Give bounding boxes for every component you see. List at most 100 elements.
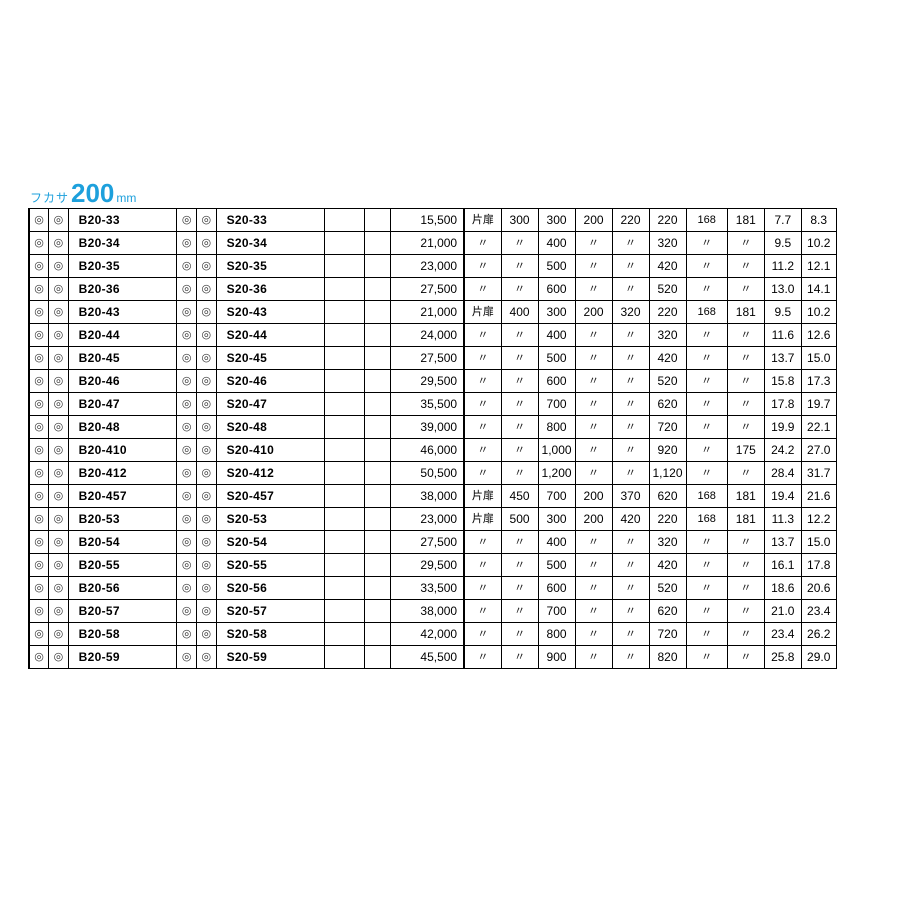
dim-cell: 720 (649, 416, 686, 439)
dim-cell: 〃 (501, 600, 538, 623)
dim-cell: 1,200 (538, 462, 575, 485)
model-s: S20-33 (216, 209, 325, 232)
ring-icon: ◎ (197, 485, 217, 508)
door-cell: 〃 (464, 600, 501, 623)
ring-icon: ◎ (29, 255, 49, 278)
ring-icon: ◎ (197, 255, 217, 278)
dim-cell: 〃 (727, 462, 764, 485)
dim-cell: 〃 (501, 554, 538, 577)
door-cell: 〃 (464, 393, 501, 416)
dim-cell: 〃 (501, 439, 538, 462)
dim-cell: 200 (575, 209, 612, 232)
dim-cell: 〃 (575, 623, 612, 646)
dim-cell: 300 (538, 508, 575, 531)
ring-icon: ◎ (49, 600, 69, 623)
price-cell: 45,500 (390, 646, 464, 669)
dim-cell: 〃 (575, 646, 612, 669)
caption-label: フカサ (30, 189, 69, 206)
dim-cell: 520 (649, 278, 686, 301)
ring-icon: ◎ (49, 347, 69, 370)
blank-cell (364, 324, 390, 347)
model-s: S20-57 (216, 600, 325, 623)
ring-icon: ◎ (177, 209, 197, 232)
ring-icon: ◎ (49, 439, 69, 462)
ring-icon: ◎ (49, 278, 69, 301)
ring-icon: ◎ (29, 508, 49, 531)
dim-cell: 〃 (727, 347, 764, 370)
table-row: ◎◎B20-44◎◎S20-4424,000〃〃400〃〃320〃〃11.612… (29, 324, 871, 347)
weight-cell: 15.0 (801, 347, 836, 370)
gap-cell (325, 232, 364, 255)
ring-icon: ◎ (197, 347, 217, 370)
ring-icon: ◎ (49, 232, 69, 255)
ring-icon: ◎ (177, 301, 197, 324)
weight-cell: 18.6 (764, 577, 801, 600)
dim-cell: 600 (538, 278, 575, 301)
price-cell: 15,500 (390, 209, 464, 232)
table-row: ◎◎B20-47◎◎S20-4735,500〃〃700〃〃620〃〃17.819… (29, 393, 871, 416)
ring-icon: ◎ (177, 577, 197, 600)
weight-cell: 21.0 (764, 600, 801, 623)
ring-icon: ◎ (49, 393, 69, 416)
dim-cell: 〃 (727, 393, 764, 416)
blank-cell (364, 577, 390, 600)
dim-cell: 〃 (686, 646, 727, 669)
price-cell: 27,500 (390, 531, 464, 554)
dim-cell: 〃 (501, 324, 538, 347)
table-row: ◎◎B20-56◎◎S20-5633,500〃〃600〃〃520〃〃18.620… (29, 577, 871, 600)
dim-cell: 181 (727, 508, 764, 531)
dim-cell: 900 (538, 646, 575, 669)
ring-icon: ◎ (29, 370, 49, 393)
weight-cell: 7.7 (764, 209, 801, 232)
dim-cell: 〃 (612, 416, 649, 439)
ring-icon: ◎ (29, 577, 49, 600)
model-s: S20-412 (216, 462, 325, 485)
door-cell: 〃 (464, 278, 501, 301)
ring-icon: ◎ (197, 577, 217, 600)
weight-cell: 17.3 (801, 370, 836, 393)
gap-cell (325, 462, 364, 485)
blank-cell (364, 462, 390, 485)
dim-cell: 300 (501, 209, 538, 232)
weight-cell: 19.7 (801, 393, 836, 416)
dim-cell: 200 (575, 508, 612, 531)
weight-cell: 12.2 (801, 508, 836, 531)
ring-icon: ◎ (29, 209, 49, 232)
weight-cell: 13.0 (764, 278, 801, 301)
model-b: B20-59 (68, 646, 177, 669)
model-s: S20-44 (216, 324, 325, 347)
weight-cell: 9.5 (764, 232, 801, 255)
blank-cell (364, 485, 390, 508)
ring-icon: ◎ (29, 623, 49, 646)
blank-cell (364, 278, 390, 301)
ring-icon: ◎ (177, 393, 197, 416)
price-cell: 29,500 (390, 554, 464, 577)
weight-cell: 10.2 (801, 232, 836, 255)
dim-cell: 420 (612, 508, 649, 531)
table-row: ◎◎B20-33◎◎S20-3315,500片扉3003002002202201… (29, 209, 871, 232)
table-row: ◎◎B20-48◎◎S20-4839,000〃〃800〃〃720〃〃19.922… (29, 416, 871, 439)
dim-cell: 〃 (501, 531, 538, 554)
ring-icon: ◎ (197, 324, 217, 347)
dim-cell: 1,000 (538, 439, 575, 462)
ring-icon: ◎ (177, 324, 197, 347)
dim-cell: 〃 (686, 347, 727, 370)
dim-cell: 〃 (727, 623, 764, 646)
model-b: B20-35 (68, 255, 177, 278)
door-cell: 〃 (464, 577, 501, 600)
weight-cell: 31.7 (801, 462, 836, 485)
weight-cell: 19.9 (764, 416, 801, 439)
dim-cell: 〃 (727, 370, 764, 393)
dim-cell: 〃 (612, 370, 649, 393)
ring-icon: ◎ (49, 301, 69, 324)
weight-cell: 27.0 (801, 439, 836, 462)
ring-icon: ◎ (197, 416, 217, 439)
dim-cell: 820 (649, 646, 686, 669)
model-s: S20-59 (216, 646, 325, 669)
table-row: ◎◎B20-53◎◎S20-5323,000片扉5003002004202201… (29, 508, 871, 531)
door-cell: 〃 (464, 416, 501, 439)
model-b: B20-58 (68, 623, 177, 646)
ring-icon: ◎ (177, 347, 197, 370)
dim-cell: 〃 (686, 278, 727, 301)
ring-icon: ◎ (197, 232, 217, 255)
